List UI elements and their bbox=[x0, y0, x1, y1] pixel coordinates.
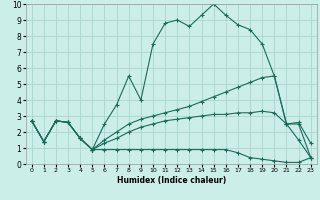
X-axis label: Humidex (Indice chaleur): Humidex (Indice chaleur) bbox=[116, 176, 226, 185]
